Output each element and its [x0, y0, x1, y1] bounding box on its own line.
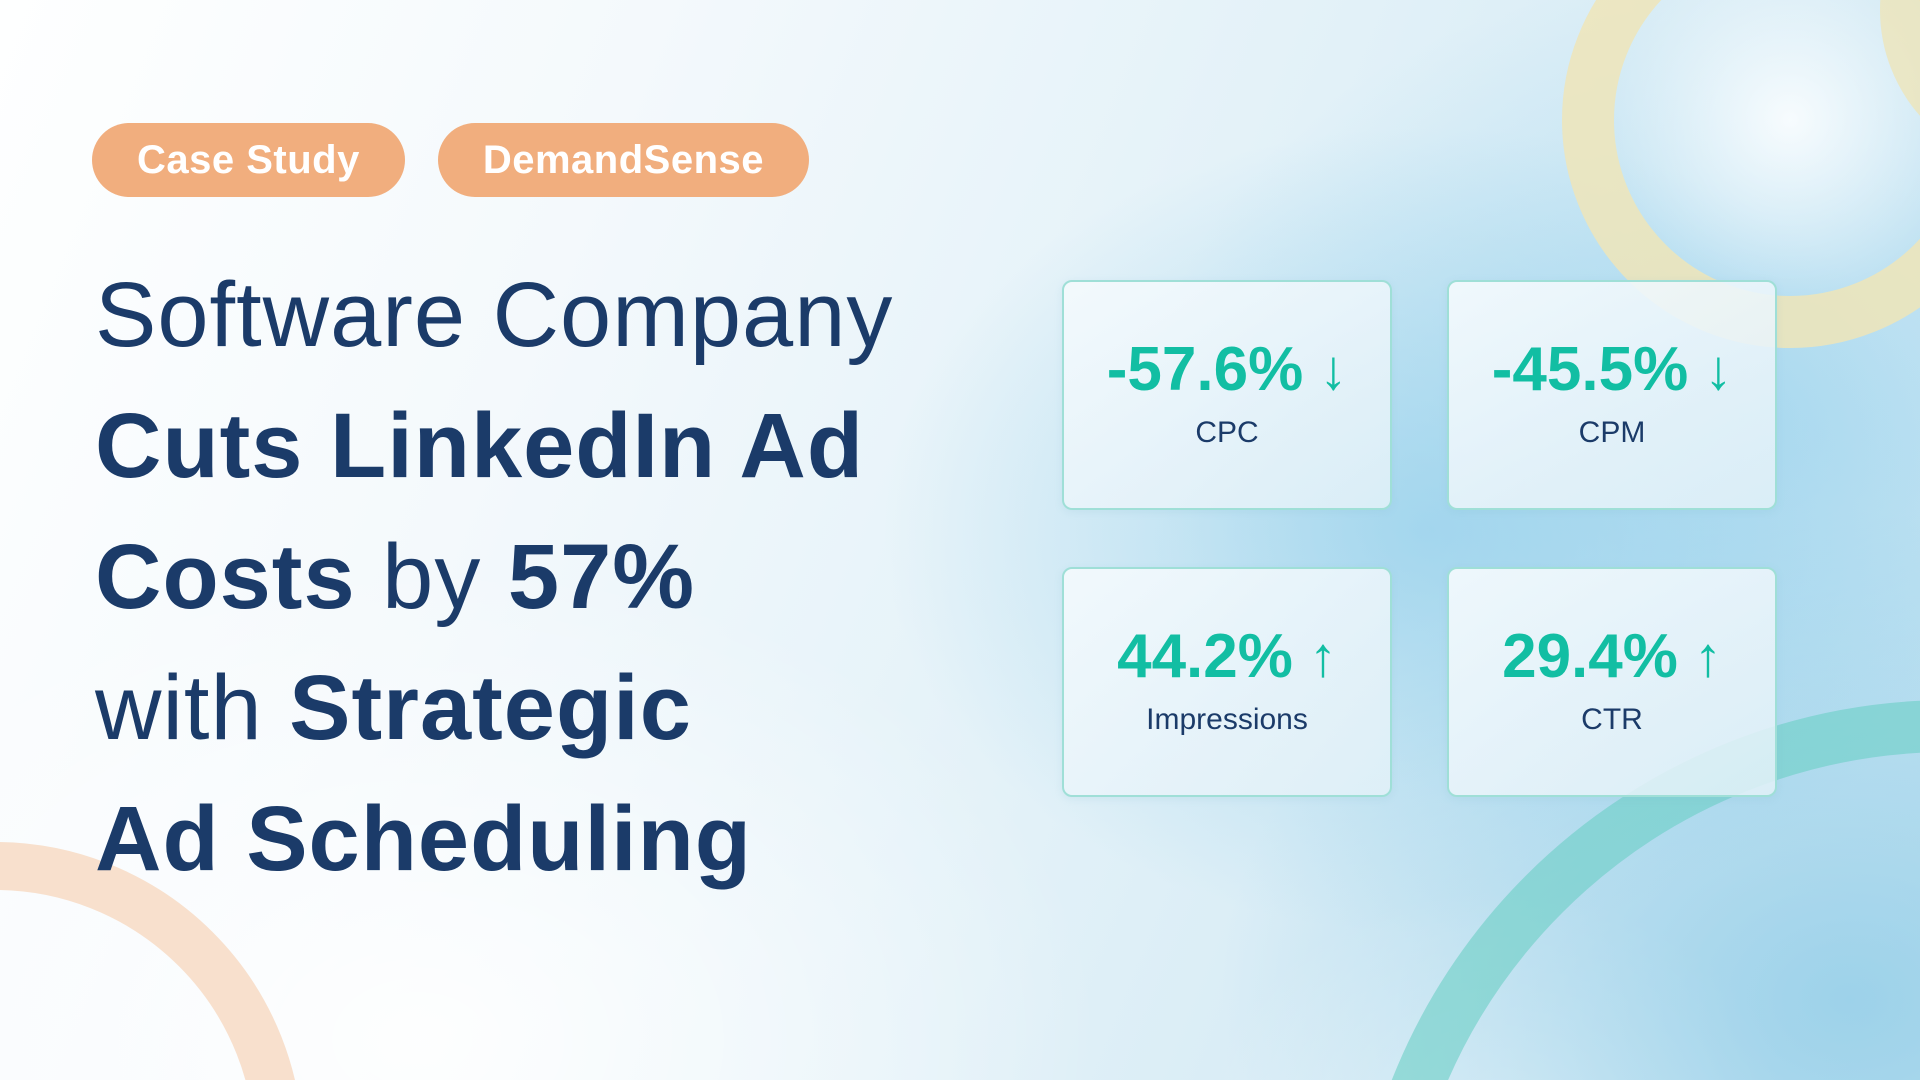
headline-text: 57%	[507, 526, 696, 628]
headline-text: Software Company	[95, 264, 894, 366]
headline-line-2: Cuts LinkedIn Ad	[95, 381, 893, 512]
demandsense-badge-label: DemandSense	[482, 138, 765, 182]
headline-line-5: Ad Scheduling	[95, 774, 893, 905]
stat-value: 44.2%	[1117, 622, 1293, 691]
stat-value: 29.4%	[1502, 622, 1678, 691]
stat-label: Impressions	[1146, 703, 1308, 736]
stat-card-ctr: 29.4% ↑ CTR	[1447, 567, 1777, 797]
headline-text: Ad Scheduling	[95, 788, 752, 890]
yellow-corner-ring-decoration	[1880, 0, 1920, 170]
stat-card-impressions: 44.2% ↑ Impressions	[1062, 567, 1392, 797]
headline-text: with	[95, 657, 290, 759]
arrow-up-icon: ↑	[1308, 625, 1337, 688]
stat-value-row: -57.6% ↓	[1107, 339, 1347, 401]
headline-text: Costs	[95, 526, 356, 628]
stat-value-row: 29.4% ↑	[1502, 626, 1722, 688]
page-title: Software Company Cuts LinkedIn Ad Costs …	[95, 250, 893, 905]
stat-label: CTR	[1581, 703, 1643, 736]
headline-text: by	[355, 526, 508, 628]
case-study-badge: Case Study	[92, 123, 405, 197]
badge-row: Case Study DemandSense	[92, 123, 810, 197]
headline-line-3: Costs by 57%	[95, 512, 893, 643]
headline-text: Strategic	[289, 657, 692, 759]
arrow-up-icon: ↑	[1693, 625, 1722, 688]
stat-value: -45.5%	[1491, 335, 1689, 404]
stat-card-cpc: -57.6% ↓ CPC	[1062, 280, 1392, 510]
headline-text: Cuts LinkedIn Ad	[95, 395, 865, 497]
headline-line-4: with Strategic	[95, 643, 893, 774]
stats-grid: -57.6% ↓ CPC -45.5% ↓ CPM 44.2% ↑ Impres…	[1062, 280, 1777, 797]
stat-card-cpm: -45.5% ↓ CPM	[1447, 280, 1777, 510]
arrow-down-icon: ↓	[1319, 338, 1348, 401]
stat-value: -57.6%	[1106, 335, 1304, 404]
case-study-badge-label: Case Study	[137, 138, 360, 182]
demandsense-badge: DemandSense	[437, 123, 810, 197]
stat-value-row: -45.5% ↓	[1492, 339, 1732, 401]
stat-label: CPM	[1578, 416, 1646, 449]
stat-label: CPC	[1195, 416, 1259, 449]
stat-value-row: 44.2% ↑	[1117, 626, 1337, 688]
headline-line-1: Software Company	[95, 250, 893, 381]
arrow-down-icon: ↓	[1704, 338, 1733, 401]
